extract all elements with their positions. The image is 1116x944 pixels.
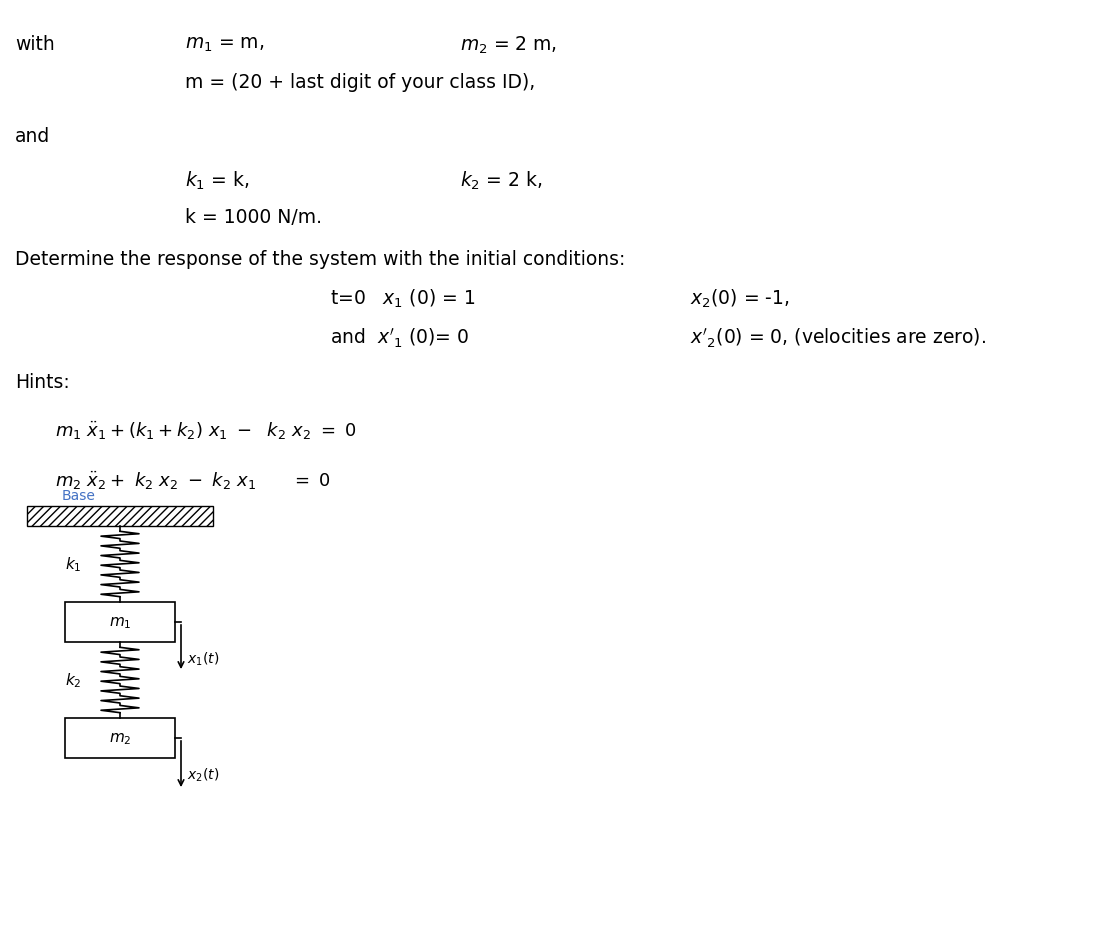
- Text: t=0   $x_1$ (0) = 1: t=0 $x_1$ (0) = 1: [330, 288, 475, 310]
- Text: $x_2$(0) = -1,: $x_2$(0) = -1,: [690, 288, 789, 310]
- Text: $x'_2$(0) = 0, (velocities are zero).: $x'_2$(0) = 0, (velocities are zero).: [690, 327, 987, 350]
- Text: Hints:: Hints:: [15, 373, 69, 392]
- Bar: [65, 718, 175, 758]
- Text: and: and: [15, 126, 50, 145]
- Text: $m_1$: $m_1$: [108, 615, 132, 631]
- Text: $k_2$ = 2 k,: $k_2$ = 2 k,: [460, 170, 542, 192]
- Text: Base: Base: [62, 488, 96, 502]
- Text: $m_1\ \ddot{x}_1 + (k_1 + k_2)\ x_1\ -\ \ k_2\ x_2\ =\ 0$: $m_1\ \ddot{x}_1 + (k_1 + k_2)\ x_1\ -\ …: [55, 419, 357, 442]
- Text: and  $x'_1$ (0)= 0: and $x'_1$ (0)= 0: [330, 327, 470, 350]
- Text: Determine the response of the system with the initial conditions:: Determine the response of the system wit…: [15, 250, 625, 269]
- Text: $k_2$: $k_2$: [66, 671, 81, 690]
- Text: $m_2$: $m_2$: [108, 731, 132, 746]
- Bar: [65, 602, 175, 642]
- Text: $m_1$ = m,: $m_1$ = m,: [185, 35, 264, 54]
- Bar: [28, 507, 212, 527]
- Text: $x_1(t)$: $x_1(t)$: [187, 650, 219, 667]
- Text: with: with: [15, 35, 55, 54]
- Text: $k_1$: $k_1$: [66, 555, 81, 574]
- Text: $k_1$ = k,: $k_1$ = k,: [185, 170, 249, 192]
- Text: $x_2(t)$: $x_2(t)$: [187, 767, 219, 784]
- Text: $m_2$ = 2 m,: $m_2$ = 2 m,: [460, 35, 557, 57]
- Text: m = (20 + last digit of your class ID),: m = (20 + last digit of your class ID),: [185, 73, 536, 92]
- Text: k = 1000 N/m.: k = 1000 N/m.: [185, 208, 323, 227]
- Text: $m_2\ \ddot{x}_2 +\ k_2\ x_2\ -\ k_2\ x_1\qquad =\ 0$: $m_2\ \ddot{x}_2 +\ k_2\ x_2\ -\ k_2\ x_…: [55, 469, 331, 492]
